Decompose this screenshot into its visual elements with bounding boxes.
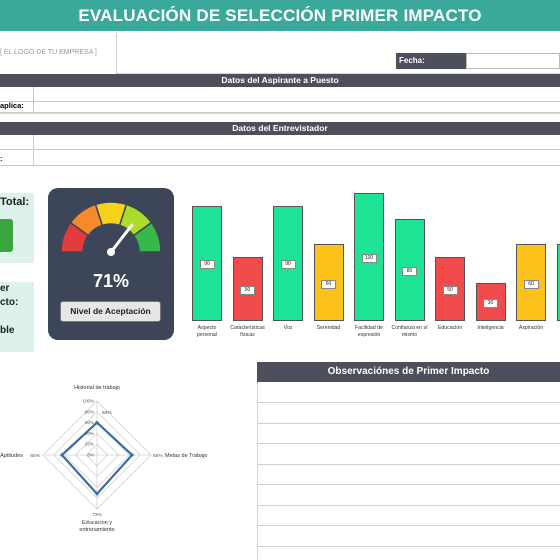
bar-value-label: 90 xyxy=(280,260,296,270)
radar-axis-label: Aptitudes xyxy=(0,453,23,459)
section-header-applicant: Datos del Aspirante a Puesto xyxy=(0,74,560,87)
observation-line[interactable] xyxy=(257,463,560,465)
position-label: aplica: xyxy=(0,98,34,113)
bar: 30 xyxy=(475,282,506,321)
observation-line[interactable] xyxy=(257,504,560,506)
bar-chart: 90 Aspecto personal 50 Características físi… xyxy=(180,186,560,346)
bar-value-label: 50 xyxy=(442,286,458,295)
observation-line[interactable] xyxy=(257,443,560,444)
bar-value-label: 60 xyxy=(321,279,336,289)
form-row-label xyxy=(0,135,34,150)
gauge-segment xyxy=(132,221,162,253)
radar-value-label: 60% xyxy=(102,410,112,416)
radar-tick-label: 40% xyxy=(85,431,94,436)
radar-point xyxy=(95,421,99,425)
page-title: EVALUACIÓN DE SELECCIÓN PRIMER IMPACTO xyxy=(0,0,560,31)
radar-chart: 0% 20% 40% 60% 80% 100% Historial de trabajo 60… xyxy=(0,385,208,533)
total-indicator xyxy=(0,219,13,252)
radar-tick-label: 0% xyxy=(87,453,94,458)
bar-value-label: 50 xyxy=(240,286,255,295)
date-field[interactable] xyxy=(466,53,560,69)
date-label: Fecha: xyxy=(396,53,466,69)
observation-line[interactable] xyxy=(257,402,560,403)
observations-border xyxy=(257,382,258,560)
radar-axis-label: Historial de trabajo xyxy=(74,385,120,391)
total-label: Total: xyxy=(0,196,30,208)
impact-label-line2: cto: xyxy=(0,297,19,308)
radar-axis-label: entrenamiento xyxy=(79,527,114,533)
radar-point xyxy=(130,453,134,457)
bar: 60 xyxy=(516,244,546,321)
impact-label-line1: er xyxy=(0,283,10,294)
form-row-name[interactable] xyxy=(0,87,560,102)
interviewer-label: : xyxy=(0,151,34,166)
form-row-interviewer-role[interactable]: : xyxy=(0,151,560,166)
bar-value-label: 80 xyxy=(402,266,417,276)
bar: 90 xyxy=(192,205,222,321)
bar-category-label: Confianza en sí mismo xyxy=(391,325,428,338)
radar-tick-label: 80% xyxy=(85,409,94,414)
bar: 90 xyxy=(273,205,303,321)
bar-value-label: 60 xyxy=(523,279,539,289)
gauge-hub xyxy=(107,248,115,256)
radar-tick-label: 100% xyxy=(82,399,94,404)
radar-axis-label: Metas de Trabajo xyxy=(165,453,208,459)
bar-category-label: Características físicas xyxy=(230,325,265,338)
form-row-position[interactable]: aplica: xyxy=(0,98,560,113)
bar-category-label: Educación xyxy=(437,325,463,331)
impact-panel xyxy=(0,282,34,352)
section-header-interviewer: Datos del Entrevistador xyxy=(0,122,560,135)
divider xyxy=(0,113,560,114)
gauge-percent: 71% xyxy=(92,271,130,291)
radar-tick-label: 60% xyxy=(85,420,94,425)
bar: 100 xyxy=(354,193,384,321)
company-logo-placeholder[interactable]: [ EL LOGO DE TU EMPRESA ] xyxy=(0,33,117,73)
bar-category-label: Aspiración xyxy=(518,325,544,331)
observation-line[interactable] xyxy=(257,545,560,547)
bar-category-label: Serenidad xyxy=(316,325,341,331)
form-row-interviewer-name[interactable] xyxy=(0,135,560,150)
bar: 60 xyxy=(313,244,344,321)
bar-value-label: 90 xyxy=(199,260,215,270)
acceptance-level-button[interactable]: Nivel de Aceptación xyxy=(60,301,161,322)
bar: 50 xyxy=(435,257,465,321)
radar-value-label: 65% xyxy=(30,453,40,459)
radar-point xyxy=(95,492,99,496)
bar-category-label: Inteligencia xyxy=(477,325,504,331)
bar-category-label: Aspecto personal xyxy=(197,325,217,338)
radar-point xyxy=(60,453,64,457)
observation-line[interactable] xyxy=(257,484,560,485)
radar-tick-label: 20% xyxy=(85,442,94,447)
observation-line[interactable] xyxy=(257,525,560,526)
bar-value-label: 30 xyxy=(483,298,498,308)
observations-header: Observaciónes de Primer Impacto xyxy=(257,362,560,382)
bar-category-label: Voz xyxy=(283,325,293,331)
bar: 80 xyxy=(394,218,425,321)
gauge-needle xyxy=(109,223,134,254)
radar-axis-label: Educacion y xyxy=(82,520,112,526)
gauge-dial xyxy=(60,201,162,256)
bar: 50 xyxy=(232,257,263,321)
bar-category-label: P xyxy=(552,325,560,332)
impact-status: ble xyxy=(0,325,15,336)
divider xyxy=(116,73,560,74)
bar xyxy=(556,244,560,321)
radar-value-label: 72% xyxy=(92,512,102,518)
bar-category-label: Facilidad de expresión xyxy=(355,325,383,338)
bar-value-label: 100 xyxy=(361,254,377,263)
radar-value-label: 65% xyxy=(153,453,163,459)
form-row-label xyxy=(0,87,34,102)
observation-line[interactable] xyxy=(257,422,560,424)
